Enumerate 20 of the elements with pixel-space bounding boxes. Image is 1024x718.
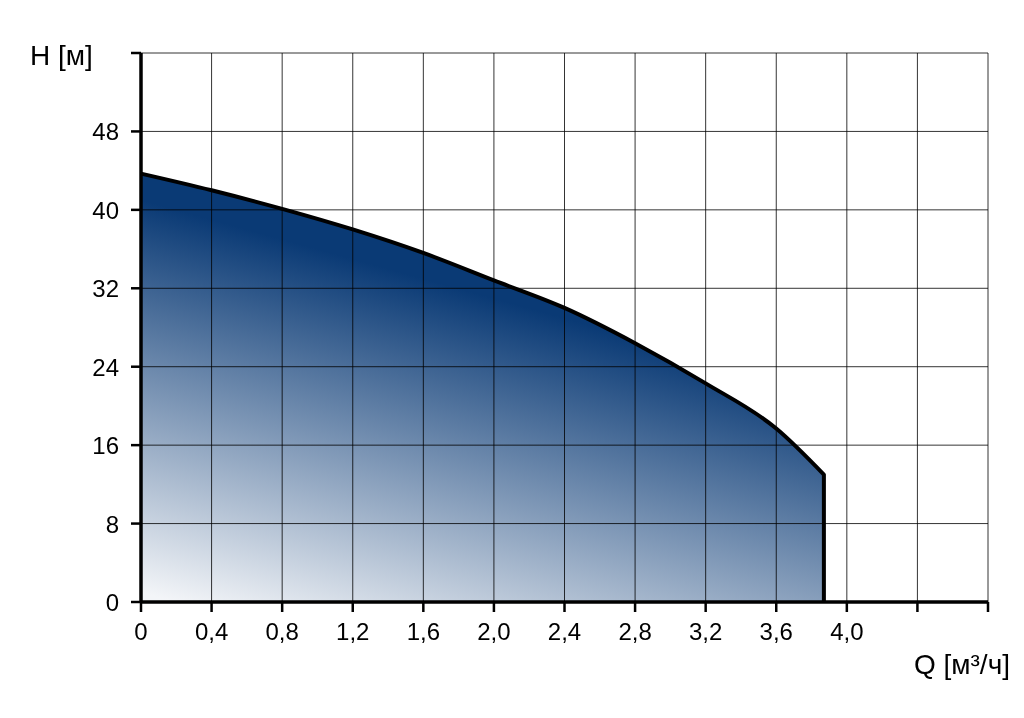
x-tick-label: 1,2 [336, 618, 370, 645]
x-tick-label: 4,0 [830, 618, 864, 645]
y-axis-title: H [м] [30, 40, 93, 71]
y-tick-label: 32 [92, 275, 119, 303]
y-tick-label: 24 [92, 353, 119, 381]
x-tick-label: 1,6 [406, 618, 441, 645]
x-tick-label: 3,6 [759, 618, 793, 645]
x-tick-label: 2,4 [547, 618, 582, 645]
y-tick-label: 0 [105, 589, 119, 616]
x-tick-label: 2,0 [477, 618, 511, 645]
x-tick-label: 0,8 [265, 618, 299, 645]
x-tick-label: 2,8 [618, 618, 652, 645]
y-tick-label: 40 [92, 196, 119, 224]
y-tick-label: 16 [92, 432, 119, 460]
y-tick-label: 48 [92, 118, 119, 146]
x-tick-label: 0,4 [194, 618, 229, 645]
x-tick-label: 3,2 [688, 618, 723, 645]
y-tick-label: 8 [105, 510, 119, 538]
x-tick-label: 0 [134, 618, 148, 645]
x-axis-title: Q [м³/ч] [913, 649, 1010, 680]
